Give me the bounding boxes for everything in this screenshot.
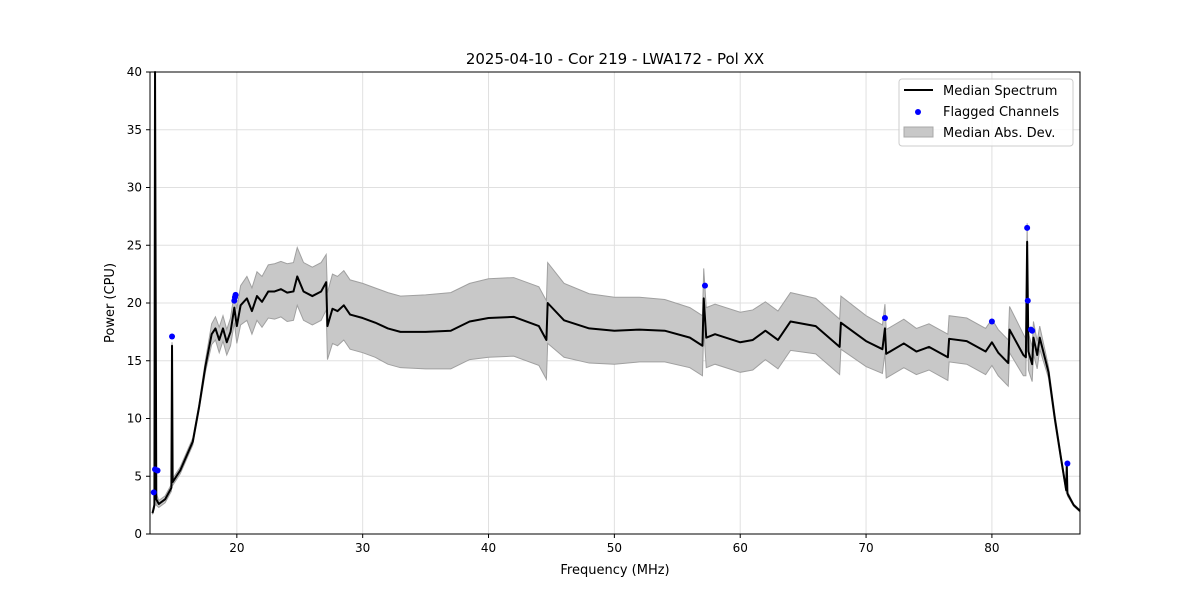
x-tick-label: 50 xyxy=(607,541,622,555)
flagged-points-group xyxy=(150,224,1071,496)
y-tick-label: 35 xyxy=(127,123,142,137)
y-tick-label: 25 xyxy=(127,238,142,252)
y-tick-label: 40 xyxy=(127,65,142,79)
x-tick-label: 70 xyxy=(858,541,873,555)
y-tick-label: 5 xyxy=(134,469,142,483)
y-tick-label: 0 xyxy=(134,527,142,541)
flagged-channel-point xyxy=(881,315,888,322)
median-spectrum-line xyxy=(151,71,1081,514)
y-axis-label: Power (CPU) xyxy=(103,263,118,343)
flagged-channel-point xyxy=(150,489,157,496)
axis-ticks: 20 30 40 50 60 70 80 0 5 10 15 20 25 30 35 40 xyxy=(127,65,1000,555)
flagged-channel-point xyxy=(1024,224,1031,231)
legend-point-swatch xyxy=(915,109,921,115)
median-line-group xyxy=(151,71,1081,514)
legend-band-swatch xyxy=(903,126,934,138)
flagged-channel-point xyxy=(1024,297,1031,304)
x-axis-label: Frequency (MHz) xyxy=(560,563,669,578)
x-tick-label: 60 xyxy=(733,541,748,555)
x-tick-label: 20 xyxy=(229,541,244,555)
flagged-channel-point xyxy=(169,333,176,340)
y-tick-label: 30 xyxy=(127,181,142,195)
flagged-channel-point xyxy=(232,291,239,298)
chart-title: 2025-04-10 - Cor 219 - LWA172 - Pol XX xyxy=(466,50,764,68)
x-tick-label: 80 xyxy=(984,541,999,555)
y-tick-label: 20 xyxy=(127,296,142,310)
flagged-channel-point xyxy=(1064,460,1071,467)
legend-entry: Flagged Channels xyxy=(943,105,1059,120)
flagged-channel-point xyxy=(988,318,995,325)
flagged-channel-point xyxy=(1029,327,1036,334)
y-tick-label: 10 xyxy=(127,412,142,426)
flagged-channel-point xyxy=(701,282,708,289)
y-tick-label: 15 xyxy=(127,354,142,368)
legend: Median Spectrum Flagged Channels Median … xyxy=(898,78,1074,147)
x-tick-label: 30 xyxy=(355,541,370,555)
legend-entry: Median Spectrum xyxy=(943,84,1057,99)
legend-box xyxy=(898,78,1074,147)
flagged-channel-point xyxy=(154,467,161,474)
legend-entry: Median Abs. Dev. xyxy=(943,126,1055,141)
x-tick-label: 40 xyxy=(481,541,496,555)
